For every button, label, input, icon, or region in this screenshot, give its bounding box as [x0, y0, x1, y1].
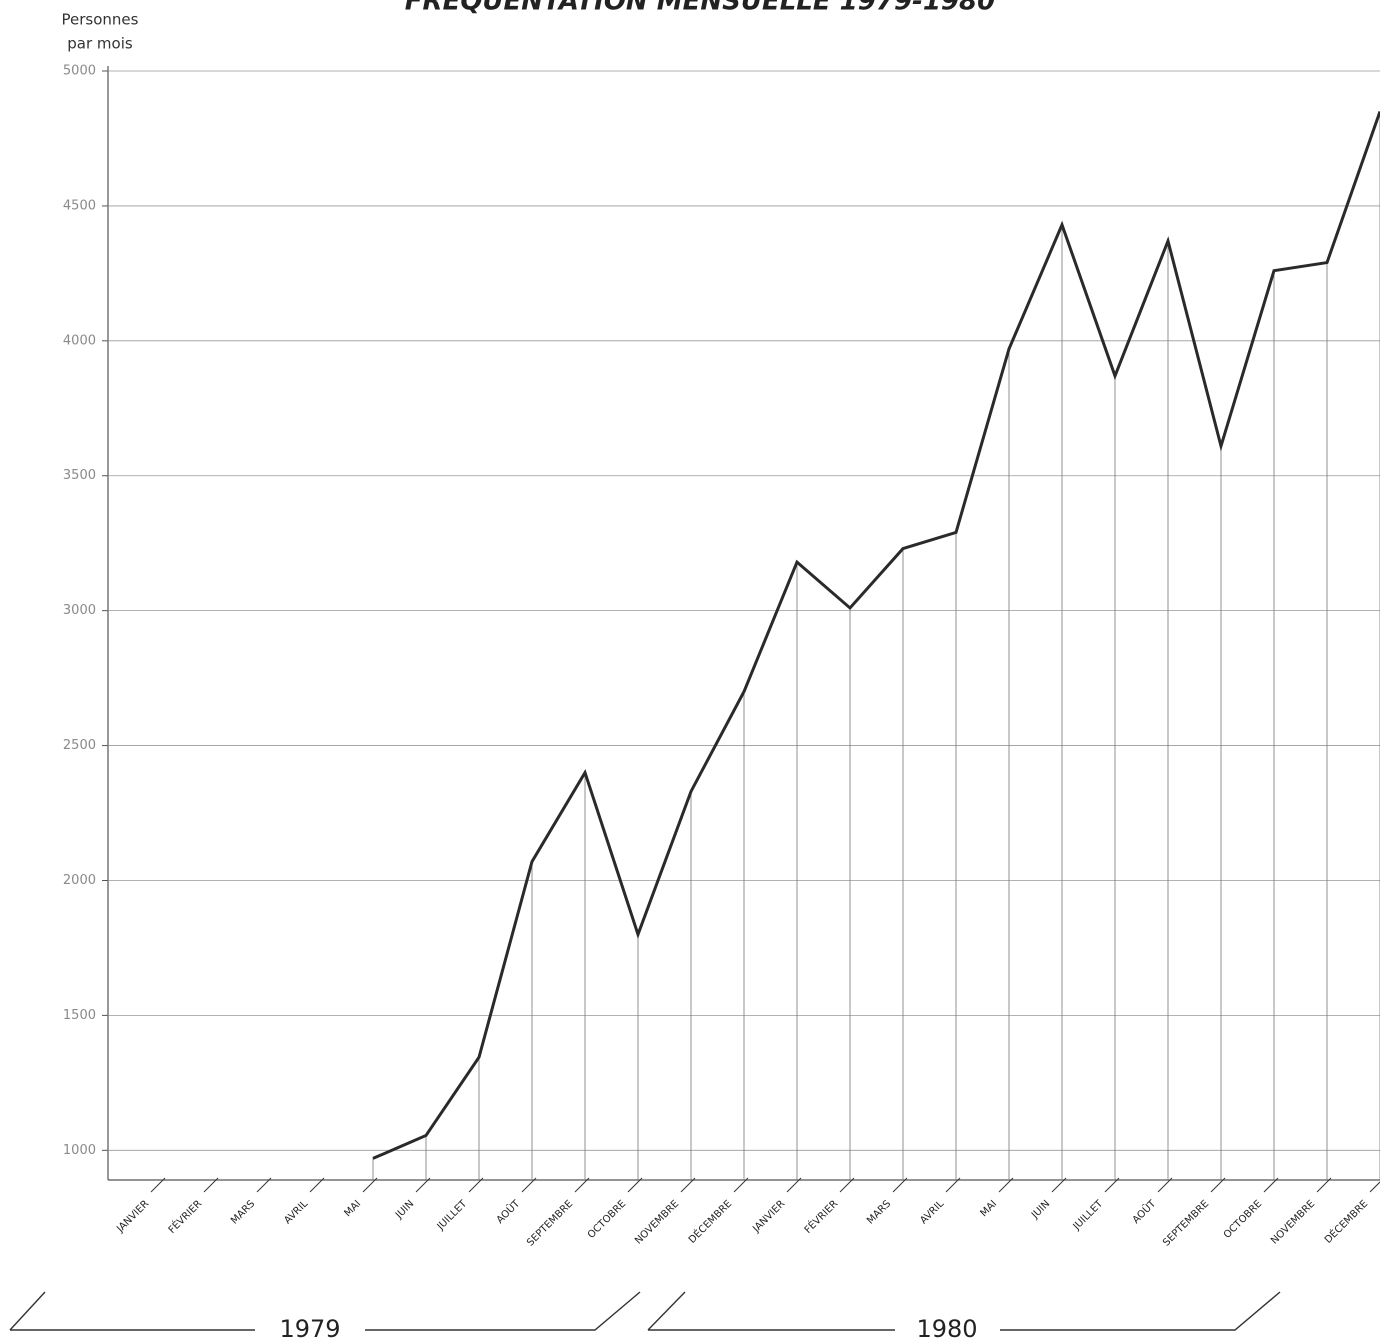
x-tick [309, 1177, 325, 1193]
x-tick-label: SEPTEMBRE [1161, 1198, 1211, 1248]
x-tick [892, 1177, 908, 1193]
data-line [372, 110, 1380, 1160]
x-tick [574, 1177, 590, 1193]
x-tick [945, 1177, 961, 1193]
x-tick-label: MARS [865, 1198, 893, 1226]
x-tick-label: JANVIER [114, 1198, 151, 1235]
year-label: 1979 [279, 1315, 340, 1343]
chart-title: FRÉQUENTATION MENSUELLE 1979-1980 [405, 0, 995, 17]
y-tick-label: 5000 [63, 64, 96, 79]
x-tick [1369, 1181, 1380, 1193]
x-tick [415, 1177, 431, 1193]
x-tick-label: JUIN [1029, 1198, 1052, 1221]
y-tick-label: 4000 [63, 333, 96, 348]
x-tick-label: JUILLET [1071, 1198, 1106, 1233]
x-tick-label: NOVEMBRE [1269, 1198, 1317, 1246]
x-tick-label: JUIN [393, 1198, 416, 1221]
x-tick [256, 1177, 272, 1193]
x-tick-label: MAI [978, 1198, 999, 1219]
y-tick-label: 2500 [63, 738, 96, 753]
x-tick [627, 1177, 643, 1193]
x-tick-label: FÉVRIER [801, 1197, 840, 1236]
x-tick-label: OCTOBRE [1222, 1198, 1264, 1240]
x-tick-label: MAI [342, 1198, 363, 1219]
year-label: 1980 [916, 1315, 977, 1343]
y-tick-label: 1000 [63, 1143, 96, 1158]
x-tick-label: FÉVRIER [165, 1197, 204, 1236]
x-tick-label: MARS [229, 1198, 257, 1226]
year-bracket [9, 1291, 641, 1331]
y-tick-label: 3000 [63, 603, 96, 618]
x-tick [468, 1177, 484, 1193]
x-tick-label: AOÛT [493, 1196, 523, 1226]
x-tick-label: NOVEMBRE [633, 1198, 681, 1246]
y-tick-label: 1500 [63, 1008, 96, 1023]
y-tick-label: 2000 [63, 873, 96, 888]
x-tick [1051, 1177, 1067, 1193]
x-tick [203, 1177, 219, 1193]
x-tick [1104, 1177, 1120, 1193]
y-axis-label: Personnes [62, 11, 139, 29]
x-tick [1157, 1177, 1173, 1193]
x-tick [786, 1177, 802, 1193]
year-bracket [647, 1291, 1281, 1331]
x-tick [150, 1177, 166, 1193]
x-tick-label: OCTOBRE [586, 1198, 628, 1240]
x-tick [1210, 1177, 1226, 1193]
y-axis-label: par mois [67, 35, 133, 53]
y-tick-label: 4500 [63, 198, 96, 213]
x-tick-label: AOÛT [1129, 1196, 1159, 1226]
x-tick-label: AVRIL [282, 1198, 310, 1226]
x-tick-label: DÉCEMBRE [685, 1197, 734, 1246]
y-tick-label: 3500 [63, 468, 96, 483]
x-tick-label: AVRIL [918, 1198, 946, 1226]
x-tick [1316, 1177, 1332, 1193]
x-tick [521, 1177, 537, 1193]
x-tick-label: DÉCEMBRE [1321, 1197, 1370, 1246]
x-tick-label: JANVIER [750, 1198, 787, 1235]
x-tick [362, 1177, 378, 1193]
x-tick [1263, 1177, 1279, 1193]
x-tick-label: SEPTEMBRE [525, 1198, 575, 1248]
x-tick [680, 1177, 696, 1193]
x-tick [733, 1177, 749, 1193]
x-tick [998, 1177, 1014, 1193]
x-tick-label: JUILLET [435, 1198, 470, 1233]
x-tick [839, 1177, 855, 1193]
